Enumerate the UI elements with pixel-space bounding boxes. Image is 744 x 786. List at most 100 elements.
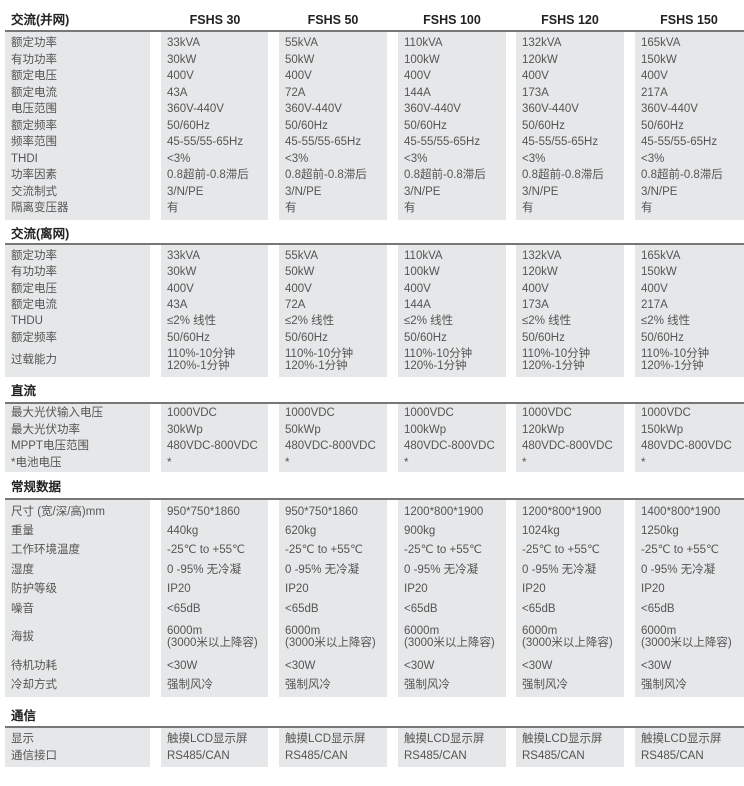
spec-value: 0.8超前-0.8滞后 [641,169,723,182]
spec-value: <65dB [641,602,675,615]
spec-value: 120kWp [522,423,565,436]
row-label: 额定电压 [11,70,57,83]
row-label: 尺寸 (宽/深/高)mm [11,505,105,518]
spec-value: 50/60Hz [522,119,565,132]
spec-value: 强制风冷 [641,679,687,692]
model-column: 1000VDC 120kWp 480VDC-800VDC * [516,404,624,473]
spec-value: 0.8超前-0.8滞后 [285,169,367,182]
model-column: 165kVA 150kW 400V 217A 360V-440V 50/60Hz 45-55… [635,32,744,220]
row-label: 额定功率 [11,250,57,263]
spec-value: 0 -95% 无冷凝 [641,563,716,576]
spec-value: IP20 [285,583,309,596]
spec-value: RS485/CAN [522,749,585,762]
model-column: 触摸LCD显示屏 RS485/CAN [516,728,624,767]
spec-value: 440kg [167,525,199,538]
spec-value: 165kVA [641,37,681,50]
spec-value: 55kVA [285,250,319,263]
spec-value: -25℃ to +55℃ [285,544,363,557]
row-label: 过载能力 [11,353,57,366]
spec-value: 900kg [404,525,436,538]
spec-value: 0 -95% 无冷凝 [404,563,479,576]
spec-value: 45-55/55-65Hz [522,136,599,149]
spec-value: 400V [641,70,668,83]
spec-value: 0 -95% 无冷凝 [167,563,242,576]
section-title: 直流 [11,384,37,398]
spec-value: <65dB [285,602,319,615]
model-column: 165kVA 150kW 400V 217A ≤2% 线性 50/60Hz 110%-10分… [635,245,744,377]
spec-value: 触摸LCD显示屏 [641,733,722,746]
spec-value: 110%-10分钟 120%-1分钟 [285,347,354,372]
spec-value: IP20 [641,583,665,596]
spec-value: 360V-440V [167,103,224,116]
spec-value: ≤2% 线性 [285,315,335,328]
spec-value: 45-55/55-65Hz [404,136,481,149]
spec-value: 360V-440V [404,103,461,116]
row-label: 有功功率 [11,266,57,279]
row-label: 冷却方式 [11,679,57,692]
spec-value: 132kVA [522,250,562,263]
spec-value: 50/60Hz [404,119,447,132]
model-column: 1400*800*1900 1250kg -25℃ to +55℃ 0 -95% 无冷… [635,500,744,698]
spec-value: -25℃ to +55℃ [641,544,719,557]
spec-value: 110%-10分钟 120%-1分钟 [167,347,236,372]
spec-value: 950*750*1860 [167,505,240,518]
spec-value: 1250kg [641,525,679,538]
model-header: FSHS 50 [307,13,359,27]
spec-value: 6000m (3000米以上降容) [641,625,732,650]
spec-value: 45-55/55-65Hz [285,136,362,149]
spec-value: 120kW [522,53,558,66]
spec-value: 50/60Hz [285,331,328,344]
spec-value: 触摸LCD显示屏 [167,733,248,746]
spec-value: 3/N/PE [522,185,559,198]
spec-value: <3% [522,152,546,165]
spec-value: 100kWp [404,423,447,436]
spec-value: 1400*800*1900 [641,505,721,518]
spec-value: 150kWp [641,423,684,436]
row-label: 最大光伏功率 [11,423,80,436]
spec-value: 50/60Hz [404,331,447,344]
spec-value: ≤2% 线性 [167,315,217,328]
row-label: 防护等级 [11,583,57,596]
spec-value: IP20 [404,583,428,596]
section-title: 交流(离网) [11,227,70,241]
spec-value: IP20 [522,583,546,596]
spec-value: 1000VDC [641,407,691,420]
spec-value: 72A [285,86,306,99]
model-column: 1200*800*1900 900kg -25℃ to +55℃ 0 -95% 无冷凝… [398,500,506,698]
spec-value: 45-55/55-65Hz [167,136,244,149]
spec-value: 217A [641,299,668,312]
spec-value: 173A [522,86,549,99]
spec-value: 144A [404,86,431,99]
model-header: FSHS 150 [660,13,718,27]
spec-value: 400V [167,282,194,295]
row-label: 频率范围 [11,136,57,149]
spec-value: 6000m (3000米以上降容) [167,625,258,650]
spec-value: 50/60Hz [167,119,210,132]
spec-value: RS485/CAN [404,749,467,762]
model-column: 1000VDC 150kWp 480VDC-800VDC * [635,404,744,473]
spec-value: 1200*800*1900 [404,505,484,518]
spec-value: 0.8超前-0.8滞后 [404,169,486,182]
model-column: 33kVA 30kW 400V 43A 360V-440V 50/60Hz 45-55/55… [161,32,268,220]
row-label: 有功功率 [11,53,57,66]
spec-value: 150kW [641,53,677,66]
spec-value: * [522,457,527,470]
spec-value: <30W [285,660,316,673]
spec-value: 3/N/PE [285,185,322,198]
spec-value: 6000m (3000米以上降容) [285,625,376,650]
spec-value: 3/N/PE [404,185,441,198]
section-divider [5,498,744,500]
spec-value: -25℃ to +55℃ [404,544,482,557]
row-label: 功率因素 [11,169,57,182]
spec-value: 33kVA [167,250,201,263]
spec-value: 30kWp [167,423,203,436]
spec-value: 有 [641,202,653,215]
model-column: 1000VDC 30kWp 480VDC-800VDC * [161,404,268,473]
row-label: 最大光伏输入电压 [11,407,103,420]
row-label: 显示 [11,733,34,746]
model-column: 55kVA 50kW 400V 72A ≤2% 线性 50/60Hz 110%-10分钟 1… [279,245,387,377]
spec-value: 0 -95% 无冷凝 [522,563,597,576]
row-label: 额定功率 [11,37,57,50]
spec-value: 触摸LCD显示屏 [285,733,366,746]
spec-value: 6000m (3000米以上降容) [404,625,495,650]
